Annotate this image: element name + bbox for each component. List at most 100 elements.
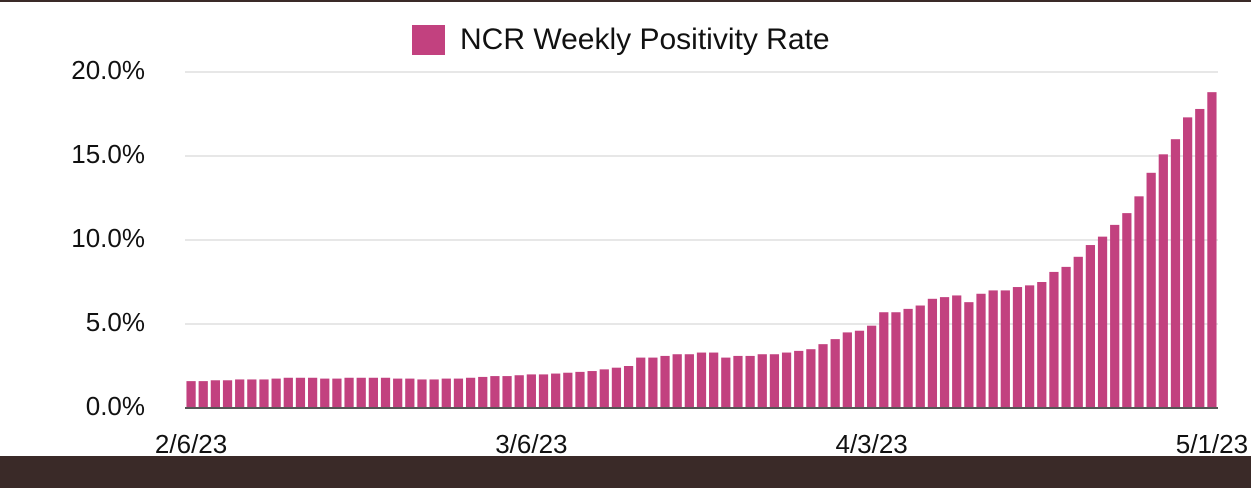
bar xyxy=(1097,236,1108,408)
bar xyxy=(271,378,281,408)
bar xyxy=(490,376,500,408)
bar xyxy=(891,312,901,408)
bar xyxy=(696,352,707,408)
bar xyxy=(636,357,646,408)
bar xyxy=(781,352,792,408)
bar xyxy=(1085,245,1096,408)
bar xyxy=(332,378,342,408)
bar xyxy=(247,379,257,408)
bar xyxy=(939,297,950,408)
bar xyxy=(551,373,561,408)
bar xyxy=(599,369,609,408)
bar xyxy=(538,374,549,408)
top-border xyxy=(0,0,1251,2)
y-tick-label: 20.0% xyxy=(71,55,145,85)
bar xyxy=(587,371,597,408)
bar xyxy=(867,325,877,408)
bar xyxy=(393,378,403,408)
y-tick-label: 10.0% xyxy=(71,223,145,253)
bar xyxy=(380,377,391,408)
legend-swatch xyxy=(412,25,445,55)
y-tick-label: 5.0% xyxy=(86,307,145,337)
bar xyxy=(1037,282,1047,408)
bar xyxy=(769,354,780,408)
bar xyxy=(903,308,913,408)
bar xyxy=(368,377,378,408)
bar xyxy=(417,379,427,408)
bar xyxy=(854,330,865,408)
bar xyxy=(320,378,330,408)
bar xyxy=(964,302,974,408)
bar xyxy=(1110,224,1120,408)
bar xyxy=(721,357,731,408)
bar xyxy=(1182,117,1193,409)
bar xyxy=(478,376,488,408)
bar xyxy=(1207,92,1217,408)
y-tick-label: 0.0% xyxy=(86,391,145,421)
bar xyxy=(745,355,755,408)
bar xyxy=(295,377,306,408)
bar xyxy=(1122,213,1132,408)
bar xyxy=(563,372,573,408)
bar xyxy=(307,377,318,408)
bar xyxy=(623,366,634,408)
bar xyxy=(988,290,998,408)
bar xyxy=(952,295,962,408)
bar xyxy=(1049,271,1059,408)
bar xyxy=(1134,196,1144,408)
bar xyxy=(186,381,196,408)
bar xyxy=(842,332,852,408)
x-tick-label: 5/1/23 xyxy=(1176,429,1248,459)
bar xyxy=(709,352,719,408)
bar xyxy=(1025,285,1035,408)
bar xyxy=(198,381,208,408)
bar xyxy=(1158,154,1168,408)
bar xyxy=(283,377,293,408)
x-tick-label: 4/3/23 xyxy=(835,429,907,459)
bar xyxy=(1170,139,1181,408)
bar xyxy=(429,379,439,408)
bar xyxy=(830,339,840,408)
bar xyxy=(356,377,366,408)
bar xyxy=(672,354,682,408)
bar xyxy=(757,354,767,408)
x-tick-label: 2/6/23 xyxy=(155,429,227,459)
bar xyxy=(976,293,986,408)
bar xyxy=(927,298,938,408)
bar xyxy=(1012,287,1023,408)
bar xyxy=(514,375,524,408)
bottom-strip xyxy=(0,456,1251,488)
y-tick-label: 15.0% xyxy=(71,139,145,169)
bar xyxy=(648,357,658,408)
bar xyxy=(1146,172,1156,408)
bar xyxy=(818,344,828,408)
bar xyxy=(465,377,476,408)
bar xyxy=(611,367,622,408)
bar xyxy=(441,378,451,408)
bar xyxy=(684,354,694,408)
bar xyxy=(794,350,804,408)
bar xyxy=(526,374,536,408)
bar xyxy=(879,312,889,408)
bar xyxy=(575,371,585,408)
bar xyxy=(405,378,415,408)
bar xyxy=(210,380,221,408)
x-tick-label: 3/6/23 xyxy=(495,429,567,459)
bar xyxy=(733,355,743,408)
bar xyxy=(1073,256,1083,408)
bar xyxy=(660,355,670,408)
bar xyxy=(235,379,245,408)
bar xyxy=(259,379,269,408)
bar xyxy=(453,378,464,408)
bar xyxy=(915,305,925,408)
bar xyxy=(1195,108,1205,409)
bar xyxy=(1000,290,1010,408)
bar xyxy=(806,349,816,408)
bar xyxy=(344,377,354,408)
bar xyxy=(1061,266,1071,408)
legend-label: NCR Weekly Positivity Rate xyxy=(460,23,830,56)
bar xyxy=(222,380,233,408)
bar xyxy=(502,376,512,408)
